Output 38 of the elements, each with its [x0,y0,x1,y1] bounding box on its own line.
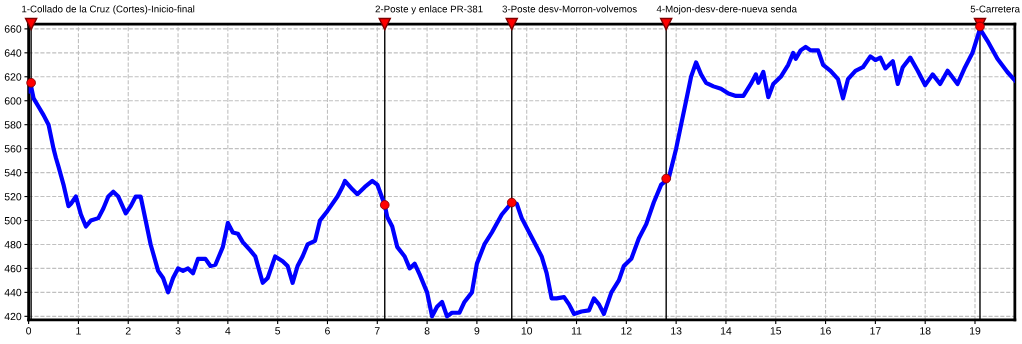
x-tick-label: 10 [521,327,533,335]
x-tick-label: 11 [571,327,582,335]
x-tick-label: 19 [970,327,981,335]
y-tick-label: 480 [4,240,22,249]
x-tick-label: 13 [671,327,682,335]
y-tick-label: 620 [4,73,22,81]
x-tick-label: 6 [325,327,330,335]
ref-line-label: 4-Mojon-desv-dere-nueva senda [656,5,797,15]
x-tick-label: 3 [175,327,181,335]
y-tick-label: 660 [4,25,22,33]
x-tick-label: 8 [424,327,430,335]
y-tick-label: 420 [4,312,22,321]
x-tick-label: 14 [720,327,732,335]
ref-line-label: 1-Collado de la Cruz (Cortes)-Inicio-final [22,5,195,15]
x-tick-label: 5 [275,327,281,335]
ref-line-label: 5-Carretera [970,5,1020,13]
y-tick-label: 520 [4,193,22,201]
y-tick-label: 540 [4,169,22,177]
x-tick-label: 2 [125,327,131,335]
x-tick-label: 17 [870,327,881,335]
x-tick-label: 4 [225,327,231,335]
ref-line-label: 3-Poste desv-Morron-volvemos [502,5,637,13]
ref-line-label: 2-Poste y enlace PR-381 [375,5,483,15]
y-tick-label: 460 [4,264,22,273]
y-tick-label: 560 [4,145,22,153]
y-tick-label: 500 [4,217,22,225]
x-tick-label: 15 [770,327,782,335]
x-tick-label: 1 [76,327,81,335]
x-tick-label: 9 [474,327,480,335]
y-tick-label: 580 [4,121,22,129]
x-tick-label: 12 [621,327,632,335]
y-tick-label: 640 [4,49,22,57]
x-tick-label: 16 [820,327,831,335]
x-tick-label: 0 [26,327,32,335]
y-tick-label: 440 [4,288,22,297]
x-tick-label: 7 [374,327,380,335]
y-tick-label: 600 [4,97,22,105]
x-tick-label: 18 [920,327,931,335]
